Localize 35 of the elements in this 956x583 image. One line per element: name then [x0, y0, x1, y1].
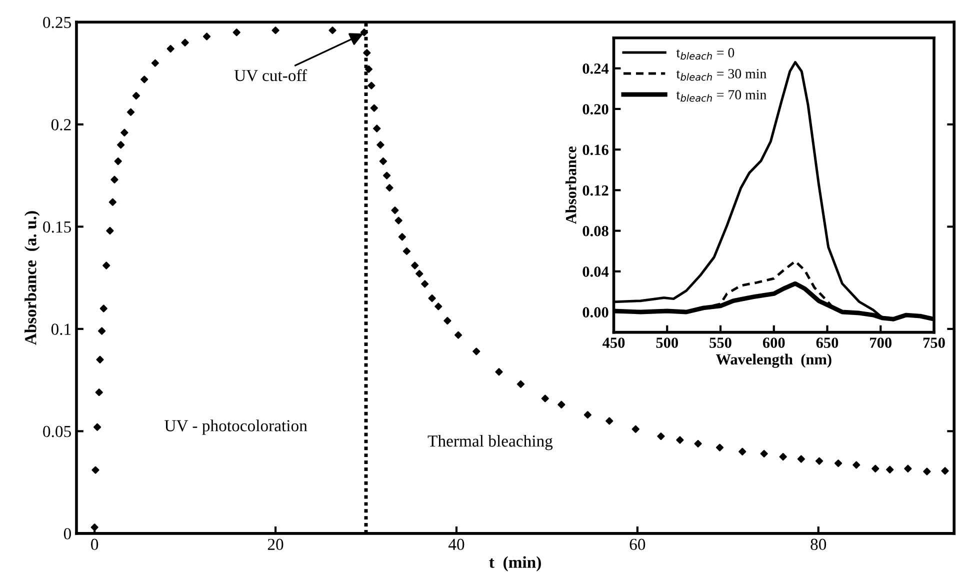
legend-label: t$_{bleach}$ = 70 min [676, 90, 766, 102]
y-axis-title: Absorbance (a. u.) [24, 211, 40, 345]
annotation: UV cut-off [234, 69, 308, 82]
x-tick-label: 80 [810, 538, 826, 550]
x-axis-title: t (min) [489, 556, 541, 572]
legend-label: t$_{bleach}$ = 0 [676, 48, 734, 60]
annotation: Thermal bleaching [428, 434, 553, 450]
y-tick-label: 0.05 [43, 426, 71, 438]
x-tick-label: 650 [816, 338, 838, 348]
y-tick-label: 0.16 [582, 144, 608, 156]
y-tick-label: 0.25 [43, 16, 71, 28]
x-tick-label: 500 [656, 338, 678, 348]
x-tick-label: 60 [630, 538, 646, 550]
y-tick-label: 0.12 [582, 185, 608, 196]
x-tick-label: 0 [91, 538, 98, 550]
x-tick-label: 450 [602, 338, 625, 348]
x-tick-label: 750 [923, 338, 945, 348]
x-tick-label: 600 [762, 338, 785, 348]
y-tick-label: 0.00 [582, 307, 608, 318]
x-tick-label: 550 [710, 338, 732, 348]
y-tick-label: 0.15 [43, 221, 71, 233]
x-axis-title: Wavelength (nm) [716, 354, 832, 368]
y-tick-label: 0.04 [582, 266, 609, 277]
x-tick-label: 700 [870, 338, 892, 348]
x-tick-label: 40 [448, 538, 464, 550]
y-axis-title: Absorbance [566, 146, 576, 224]
annotation: UV - photocoloration [164, 420, 308, 435]
y-tick-label: 0 [64, 528, 71, 540]
y-tick-label: 0.24 [582, 63, 609, 74]
y-tick-label: 0.08 [582, 226, 608, 236]
y-tick-label: 0.1 [51, 324, 71, 335]
y-tick-label: 0.2 [51, 119, 71, 130]
x-tick-label: 20 [268, 538, 284, 550]
y-tick-label: 0.20 [582, 104, 608, 114]
legend-label: t$_{bleach}$ = 30 min [676, 69, 766, 81]
